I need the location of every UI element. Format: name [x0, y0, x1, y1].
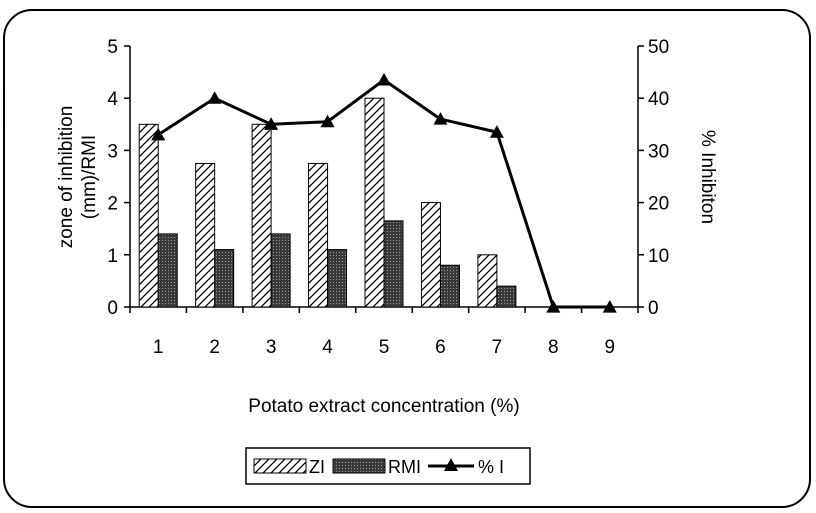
point-pct-i — [264, 117, 279, 130]
bar-rmi — [496, 285, 517, 308]
right-tick-label: 40 — [648, 89, 669, 110]
x-tick-label: 1 — [153, 337, 164, 358]
bar-rmi — [327, 249, 348, 308]
right-tick-label: 50 — [648, 37, 669, 58]
left-tick-label: 0 — [107, 298, 118, 319]
bar-zi — [477, 254, 498, 308]
right-axis-title: % Inhibiton — [697, 130, 718, 224]
bar-rmi — [383, 220, 404, 308]
bar-zi — [195, 162, 216, 308]
x-tick-label: 3 — [266, 337, 277, 358]
bar-rmi — [214, 249, 235, 308]
right-tick-label: 10 — [648, 246, 669, 267]
point-pct-i — [151, 127, 166, 141]
legend-label-pct-i: % I — [478, 457, 504, 477]
bar-zi — [138, 123, 159, 308]
legend-swatch-zi — [253, 458, 307, 474]
x-axis-title: Potato extract concentration (%) — [248, 396, 519, 417]
right-tick-label: 0 — [648, 298, 659, 319]
bar-rmi — [439, 264, 460, 308]
point-pct-i — [207, 91, 222, 104]
x-tick-label: 6 — [435, 337, 446, 358]
left-axis-title: zone of inhibition (mm)/RMI — [56, 106, 100, 249]
right-tick-label: 30 — [648, 141, 669, 162]
left-tick-label: 3 — [107, 141, 118, 162]
x-tick-label: 7 — [492, 337, 503, 358]
bar-zi — [308, 162, 329, 308]
point-pct-i — [602, 300, 617, 313]
point-pct-i — [320, 114, 335, 128]
left-tick-label: 1 — [107, 246, 118, 267]
point-pct-i — [546, 300, 561, 313]
x-tick-label: 2 — [209, 337, 220, 358]
left-tick-label: 2 — [107, 194, 118, 215]
right-tick-label: 20 — [648, 194, 669, 215]
x-tick-label: 4 — [322, 337, 333, 358]
chart-border — [3, 9, 811, 508]
point-pct-i — [377, 72, 391, 86]
legend-label-zi: ZI — [309, 457, 325, 477]
legend-marker-pct-i — [444, 458, 458, 471]
point-pct-i — [489, 125, 504, 138]
point-pct-i — [433, 112, 448, 125]
bar-zi — [251, 123, 272, 308]
bar-zi — [364, 97, 385, 308]
x-tick-label: 9 — [604, 337, 615, 358]
left-axis-title-line-1: zone of inhibition — [56, 106, 77, 249]
legend: ZI RMI % I — [245, 447, 531, 485]
bar-rmi — [270, 233, 291, 308]
x-tick-label: 5 — [379, 337, 390, 358]
left-axis-title-line-2: (mm)/RMI — [79, 135, 100, 219]
bar-rmi — [157, 233, 178, 308]
bar-zi — [420, 202, 441, 308]
legend-swatch-rmi — [332, 458, 386, 474]
legend-label-rmi: RMI — [388, 457, 421, 477]
left-tick-label: 5 — [107, 37, 118, 58]
x-tick-label: 8 — [548, 337, 559, 358]
left-tick-label: 4 — [107, 89, 118, 110]
